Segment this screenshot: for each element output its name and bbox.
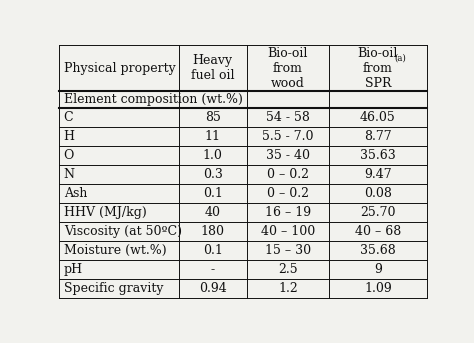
Text: 35.63: 35.63 (360, 149, 396, 162)
Text: 2.5: 2.5 (278, 263, 298, 276)
Text: 0 – 0.2: 0 – 0.2 (267, 187, 309, 200)
Text: 40: 40 (205, 206, 220, 219)
Text: 1.0: 1.0 (203, 149, 223, 162)
Text: 85: 85 (205, 111, 220, 124)
Text: 54 - 58: 54 - 58 (266, 111, 310, 124)
Text: 0.94: 0.94 (199, 282, 227, 295)
Text: C: C (64, 111, 73, 124)
Text: HHV (MJ/kg): HHV (MJ/kg) (64, 206, 146, 219)
Text: Viscosity (at 50ºC): Viscosity (at 50ºC) (64, 225, 182, 238)
Text: Moisture (wt.%): Moisture (wt.%) (64, 244, 166, 257)
Text: 0.3: 0.3 (203, 168, 223, 181)
Text: Ash: Ash (64, 187, 87, 200)
Text: -: - (210, 263, 215, 276)
Text: N: N (64, 168, 75, 181)
Text: 0.1: 0.1 (203, 244, 223, 257)
Text: 180: 180 (201, 225, 225, 238)
Text: 40 – 100: 40 – 100 (261, 225, 315, 238)
Text: 0 – 0.2: 0 – 0.2 (267, 168, 309, 181)
Text: 9: 9 (374, 263, 382, 276)
Text: Physical property: Physical property (64, 62, 175, 75)
Text: 15 – 30: 15 – 30 (265, 244, 311, 257)
Text: 46.05: 46.05 (360, 111, 396, 124)
Text: Element composition (wt.%): Element composition (wt.%) (64, 93, 243, 106)
Text: Bio-oil
from
wood: Bio-oil from wood (268, 47, 308, 90)
Text: 1.2: 1.2 (278, 282, 298, 295)
Text: 35 - 40: 35 - 40 (266, 149, 310, 162)
Text: 35.68: 35.68 (360, 244, 396, 257)
Text: 0.1: 0.1 (203, 187, 223, 200)
Text: H: H (64, 130, 75, 143)
Text: 16 – 19: 16 – 19 (265, 206, 311, 219)
Text: Heavy
fuel oil: Heavy fuel oil (191, 54, 234, 82)
Text: 1.09: 1.09 (364, 282, 392, 295)
Text: O: O (64, 149, 74, 162)
Text: 40 – 68: 40 – 68 (355, 225, 401, 238)
Text: pH: pH (64, 263, 83, 276)
Text: 25.70: 25.70 (360, 206, 396, 219)
Text: 9.47: 9.47 (364, 168, 392, 181)
Text: (a): (a) (394, 54, 406, 63)
Text: 5.5 - 7.0: 5.5 - 7.0 (262, 130, 314, 143)
Text: 0.08: 0.08 (364, 187, 392, 200)
Text: Specific gravity: Specific gravity (64, 282, 163, 295)
Text: 11: 11 (205, 130, 220, 143)
Text: Bio-oil
from
SPR: Bio-oil from SPR (358, 47, 398, 90)
Text: 8.77: 8.77 (364, 130, 392, 143)
